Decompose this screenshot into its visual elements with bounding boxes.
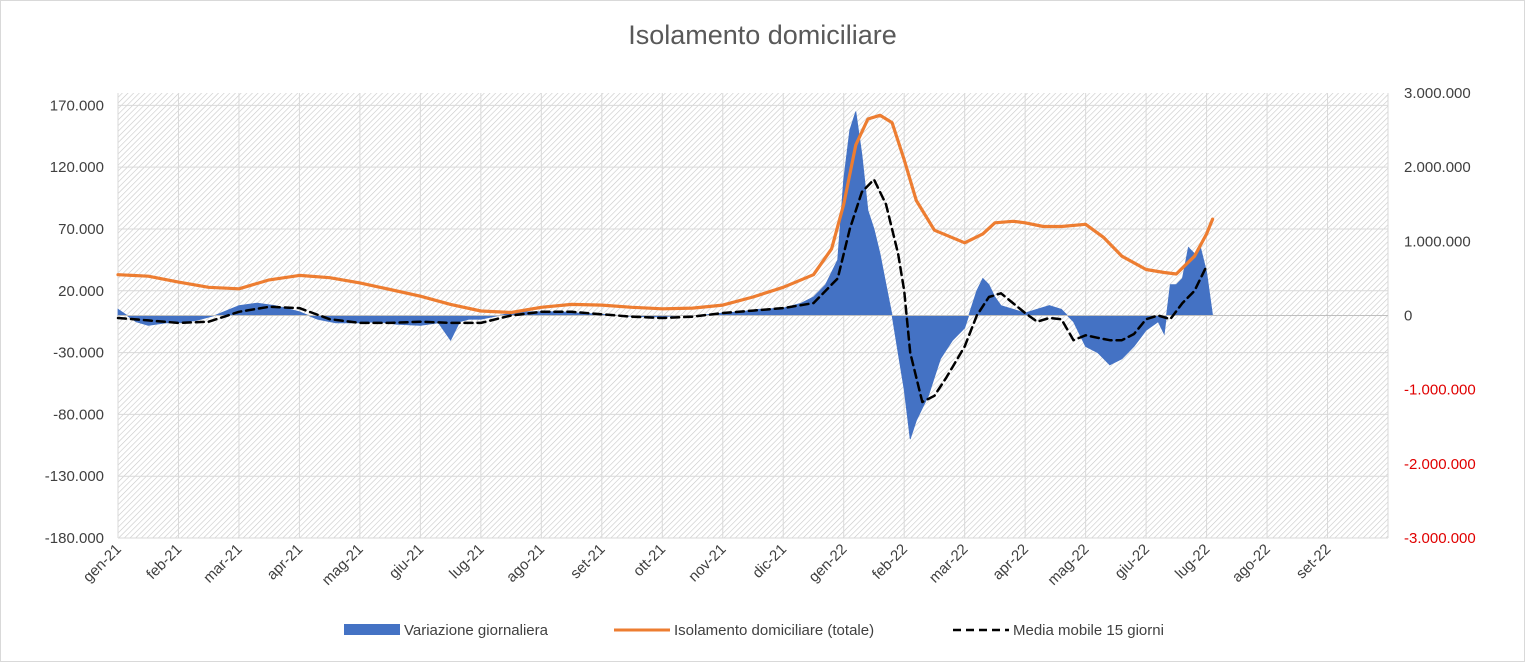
left-tick-label: 170.000	[50, 97, 104, 114]
series-line-media-mobile	[116, 178, 1208, 404]
right-tick-label: 1.000.000	[1404, 233, 1471, 250]
series-variazione-giornaliera	[117, 111, 1214, 440]
x-tick-label: set-22	[1293, 541, 1335, 583]
legend-label: Variazione giornaliera	[404, 622, 549, 639]
right-tick-label: -2.000.000	[1404, 456, 1476, 473]
x-tick-label: mar-22	[926, 541, 972, 587]
series-line-totale	[116, 113, 1215, 315]
right-tick-label: -1.000.000	[1404, 382, 1476, 399]
x-tick-label: ago-22	[1229, 541, 1274, 586]
x-tick-label: giu-21	[386, 541, 428, 583]
legend: Variazione giornaliera Isolamento domicil…	[344, 622, 1164, 639]
left-tick-label: -80.000	[53, 406, 104, 423]
x-axis-ticks: gen-21 feb-21 mar-21 apr-21 mag-21 giu-21 lug-…	[80, 541, 1335, 589]
series-area-variazione	[117, 111, 1214, 440]
x-tick-label: set-21	[567, 541, 609, 583]
legend-label: Isolamento domiciliare (totale)	[674, 622, 874, 639]
x-tick-label: ago-21	[503, 541, 548, 586]
x-tick-label: feb-22	[869, 541, 911, 583]
left-tick-label: 120.000	[50, 159, 104, 176]
x-tick-label: lug-22	[1172, 541, 1214, 583]
right-tick-label: 0	[1404, 308, 1412, 325]
right-tick-label: 3.000.000	[1404, 85, 1471, 102]
legend-label: Media mobile 15 giorni	[1013, 622, 1164, 639]
x-tick-label: mag-21	[319, 541, 367, 589]
x-tick-label: nov-21	[685, 541, 729, 585]
x-tick-label: lug-21	[446, 541, 488, 583]
left-axis-ticks: 170.000 120.000 70.000 20.000 -30.000 -80.000…	[45, 97, 104, 547]
left-tick-label: -180.000	[45, 530, 104, 547]
x-tick-label: apr-22	[989, 541, 1032, 584]
x-tick-label: giu-22	[1111, 541, 1153, 583]
left-tick-label: -130.000	[45, 468, 104, 485]
left-tick-label: -30.000	[53, 345, 104, 362]
x-tick-label: dic-21	[749, 541, 790, 582]
right-tick-label: 2.000.000	[1404, 159, 1471, 176]
x-tick-label: gen-22	[805, 541, 850, 586]
x-tick-label: mag-22	[1044, 541, 1092, 589]
x-tick-label: feb-21	[143, 541, 185, 583]
right-axis-ticks: 3.000.000 2.000.000 1.000.000 0 -1.000.000 -2…	[1404, 85, 1476, 547]
right-tick-label: -3.000.000	[1404, 530, 1476, 547]
series-lines	[116, 113, 1215, 404]
x-tick-label: apr-21	[264, 541, 307, 584]
x-tick-label: ott-21	[630, 541, 669, 580]
left-tick-label: 70.000	[58, 221, 104, 238]
x-tick-label: mar-21	[200, 541, 246, 587]
left-tick-label: 20.000	[58, 283, 104, 300]
legend-swatch	[344, 624, 400, 635]
x-tick-label: gen-21	[80, 541, 125, 586]
chart-title: Isolamento domiciliare	[628, 20, 897, 50]
